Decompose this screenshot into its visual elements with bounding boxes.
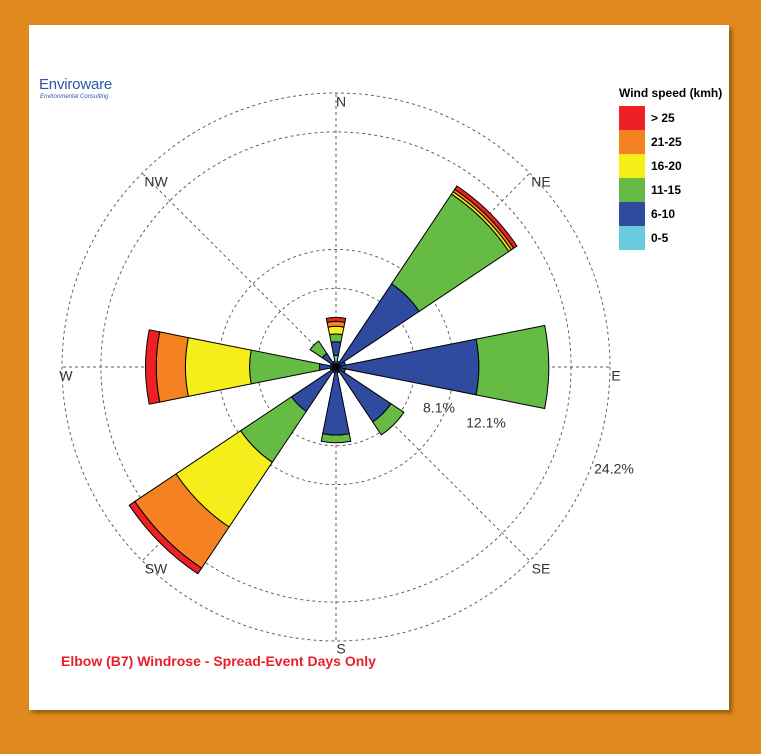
- legend-item: 21-25: [619, 130, 749, 154]
- legend-label: 11-15: [651, 183, 682, 197]
- direction-label-ne: NE: [531, 174, 550, 190]
- grid-spoke: [335, 172, 531, 368]
- enviroware-logo: Enviroware Environmental Consulting: [39, 76, 149, 106]
- direction-label-w: W: [59, 368, 73, 384]
- legend-swatch: [619, 202, 645, 226]
- windrose-wedge-n: [327, 325, 345, 336]
- legend-item: 6-10: [619, 202, 749, 226]
- windrose-wedge-w: [145, 329, 161, 405]
- ring-label: 12.1%: [466, 415, 506, 431]
- windrose-wedge-w: [155, 331, 189, 403]
- grid-spoke: [141, 172, 337, 368]
- windrose-wedge-e: [475, 324, 550, 410]
- legend-label: 0-5: [651, 231, 669, 245]
- windrose-wedge-ne: [454, 185, 518, 249]
- windrose-wedge-n: [329, 333, 343, 343]
- windrose-labels: N NE E SE S SW W NW 8.1% 12.1% 24.2%: [59, 94, 633, 657]
- windrose-wedge-w: [249, 349, 321, 385]
- legend-item: 11-15: [619, 178, 749, 202]
- legend-label: 21-25: [651, 135, 682, 149]
- direction-label-se: SE: [532, 561, 551, 577]
- windrose-wedge-nnw: [332, 360, 337, 367]
- direction-label-n: N: [336, 94, 346, 110]
- legend-swatch: [619, 154, 645, 178]
- windrose-sectors: [128, 185, 550, 575]
- windrose-wedge-sw: [128, 500, 203, 575]
- legend-item: 16-20: [619, 154, 749, 178]
- legend-swatch: [619, 226, 645, 250]
- legend-item: 0-5: [619, 226, 749, 250]
- direction-label-nw: NW: [144, 174, 168, 190]
- windrose-wedge-ne: [390, 193, 510, 313]
- direction-label-s: S: [336, 641, 345, 657]
- legend-swatch: [619, 106, 645, 130]
- direction-label-sw: SW: [145, 561, 168, 577]
- legend-swatch: [619, 130, 645, 154]
- grid-spoke: [335, 366, 531, 562]
- logo-tagline: Environmental Consulting: [40, 94, 109, 100]
- legend-swatch: [619, 178, 645, 202]
- direction-label-e: E: [611, 368, 620, 384]
- chart-title: Elbow (B7) Windrose - Spread-Event Days …: [61, 653, 376, 669]
- windrose-wedge-nw: [309, 340, 328, 359]
- legend-label: 6-10: [651, 207, 676, 221]
- windrose-wedge-n: [330, 341, 342, 357]
- ring-label: 8.1%: [423, 400, 455, 416]
- windrose-wedge-s: [320, 433, 352, 444]
- grid-ring: [61, 92, 611, 642]
- legend-title: Wind speed (kmh): [619, 86, 723, 100]
- windrose-wedge-w: [184, 337, 252, 397]
- ring-label: 24.2%: [594, 461, 634, 477]
- legend-label: > 25: [651, 111, 675, 125]
- logo-name: Enviroware: [39, 76, 113, 93]
- windrose-wedge-se: [372, 403, 405, 436]
- windrose-wedge-n: [325, 316, 347, 323]
- legend-label: 16-20: [651, 159, 682, 173]
- legend: Wind speed (kmh) > 25 21-25 16-20 11-15 …: [619, 86, 749, 250]
- legend-item: > 25: [619, 106, 749, 130]
